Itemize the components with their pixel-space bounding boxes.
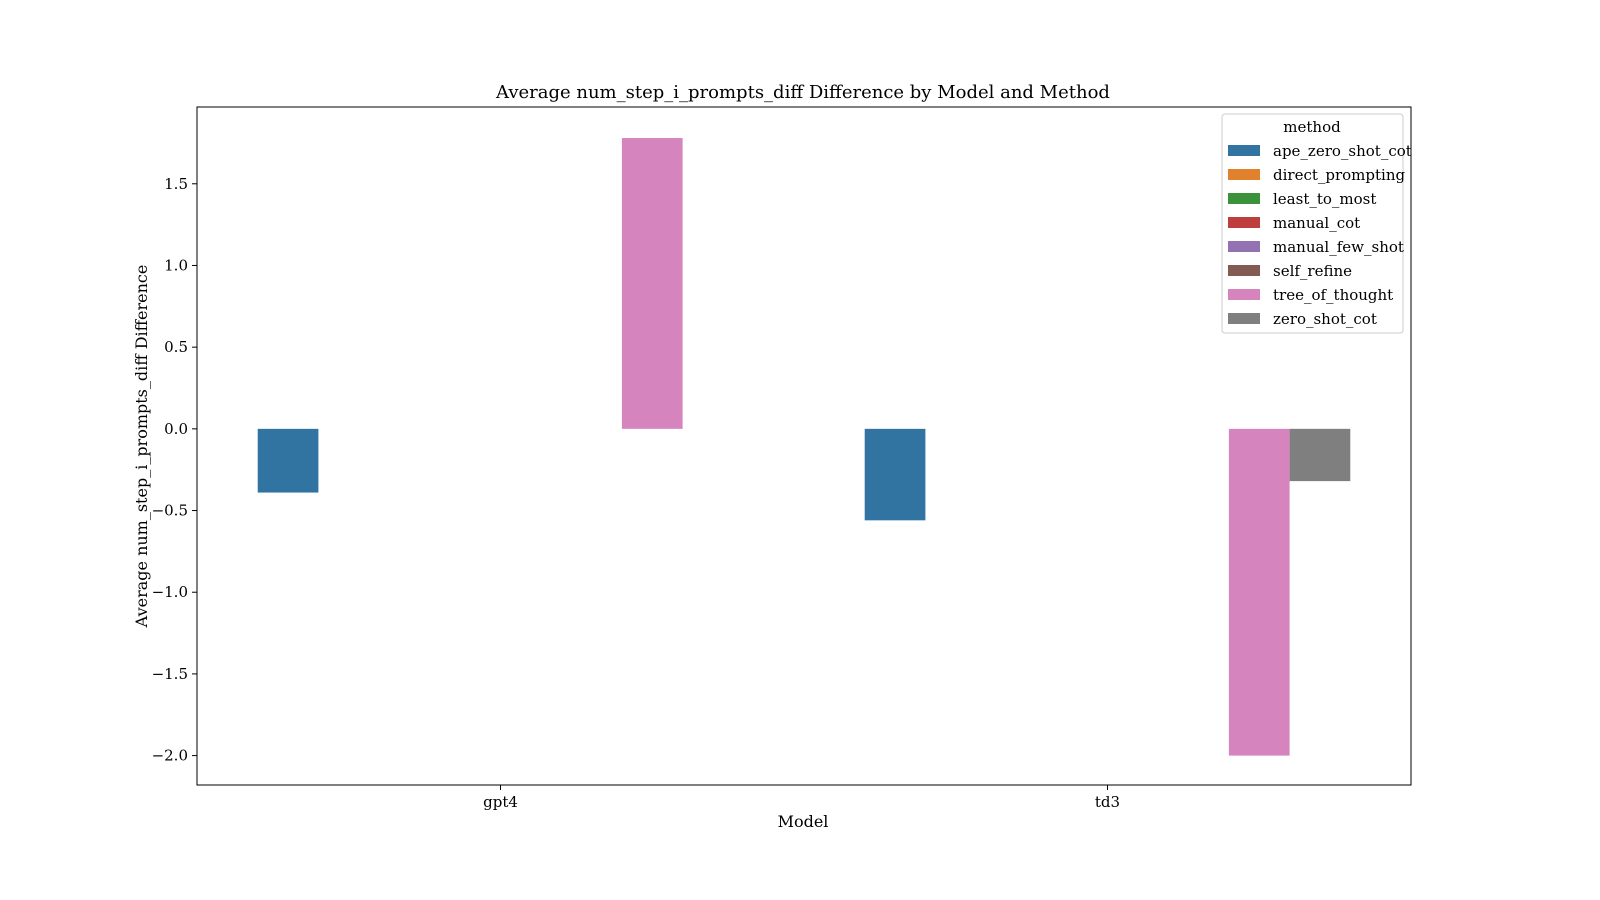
y-tick-label: 1.0: [164, 256, 188, 274]
legend-label-self_refine: self_refine: [1273, 262, 1352, 280]
legend-label-direct_prompting: direct_prompting: [1273, 166, 1405, 184]
legend-label-tree_of_thought: tree_of_thought: [1273, 286, 1393, 304]
y-tick-label: −1.5: [152, 665, 188, 683]
legend-swatch-zero_shot_cot: [1228, 313, 1260, 324]
y-tick-label: −2.0: [152, 747, 188, 765]
y-tick-label: 0.0: [164, 420, 188, 438]
y-tick-label: −1.0: [152, 583, 188, 601]
legend-swatch-tree_of_thought: [1228, 289, 1260, 300]
legend-label-manual_cot: manual_cot: [1273, 214, 1360, 232]
legend-label-manual_few_shot: manual_few_shot: [1273, 238, 1404, 256]
bars-layer: [257, 138, 1351, 756]
y-tick-label: −0.5: [152, 502, 188, 520]
legend: method ape_zero_shot_cot direct_promptingl…: [1221, 113, 1412, 334]
legend-swatch-manual_cot: [1228, 217, 1260, 228]
y-tick-label: 1.5: [164, 175, 188, 193]
y-axis-label: Average num_step_i_prompts_diff Differen…: [132, 265, 151, 629]
legend-swatch-self_refine: [1228, 265, 1260, 276]
bar-td3-zero_shot_cot: [1289, 428, 1351, 482]
legend-swatch-direct_prompting: [1228, 169, 1260, 180]
bar-gpt4-ape_zero_shot_cot: [257, 428, 319, 493]
legend-swatch-ape_zero_shot_cot: [1228, 145, 1260, 156]
bar-gpt4-tree_of_thought: [621, 138, 683, 429]
legend-swatch-manual_few_shot: [1228, 241, 1260, 252]
legend-label-zero_shot_cot: zero_shot_cot: [1273, 310, 1377, 328]
plot-frame: [196, 106, 1412, 786]
x-tick-label: td3: [1095, 793, 1120, 811]
bar-td3-ape_zero_shot_cot: [864, 428, 926, 521]
x-axis: gpt4 td3: [483, 785, 1120, 811]
legend-swatch-least_to_most: [1228, 193, 1260, 204]
legend-box: [1221, 113, 1404, 334]
x-tick-label: gpt4: [483, 793, 518, 811]
legend-label-least_to_most: least_to_most: [1273, 190, 1376, 208]
x-axis-label: Model: [778, 812, 829, 831]
chart-title: Average num_step_i_prompts_diff Differen…: [495, 82, 1110, 103]
y-axis: 1.5 1.0 0.5 0.0 −0.5 −1.0 −1.5 −2.0: [152, 175, 197, 765]
legend-label-ape_zero_shot_cot: ape_zero_shot_cot: [1273, 142, 1412, 160]
y-tick-label: 0.5: [164, 338, 188, 356]
legend-title: method: [1283, 118, 1341, 136]
bar-td3-tree_of_thought: [1228, 428, 1290, 756]
